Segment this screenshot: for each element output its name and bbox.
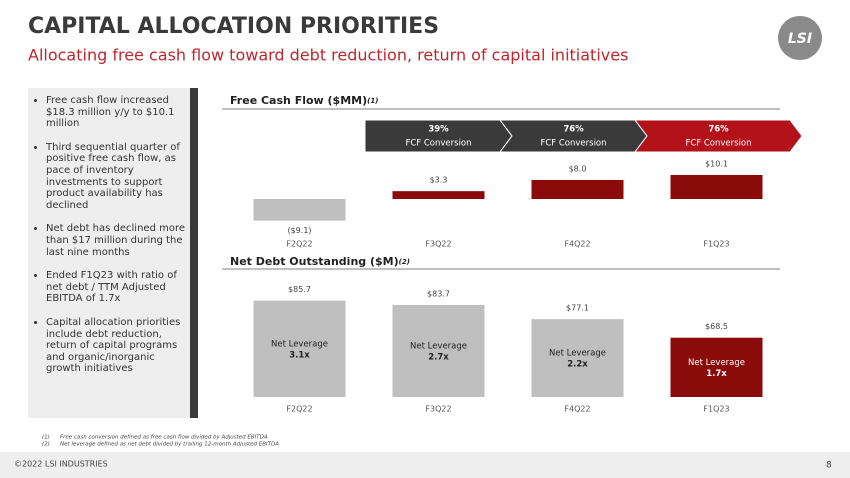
value-label: $3.3 bbox=[430, 176, 448, 185]
conversion-caption: FCF Conversion bbox=[405, 139, 471, 149]
value-label: $68.5 bbox=[705, 322, 728, 331]
side-panel bbox=[28, 88, 190, 418]
logo-text: LSI bbox=[788, 31, 812, 47]
bar bbox=[531, 319, 624, 397]
title-note: (2) bbox=[399, 258, 410, 266]
x-tick-label: F3Q22 bbox=[425, 240, 451, 249]
inner-label: Net Leverage bbox=[688, 358, 745, 368]
value-label: $10.1 bbox=[705, 160, 728, 169]
inner-value: 2.2x bbox=[567, 360, 588, 370]
footnote-text: Free cash conversion defined as free cas… bbox=[60, 435, 268, 441]
footnote-marker: (1) bbox=[42, 435, 50, 441]
panel-bar bbox=[190, 88, 198, 418]
x-tick-label: F2Q22 bbox=[286, 240, 312, 249]
conversion-chevron bbox=[634, 119, 803, 153]
title: CAPITAL ALLOCATION PRIORITIES bbox=[28, 14, 439, 39]
logo bbox=[778, 16, 822, 60]
subtitle: Allocating free cash flow toward debt re… bbox=[28, 46, 628, 65]
inner-value: 1.7x bbox=[706, 369, 727, 379]
bullet: Capital allocation priorities include de… bbox=[46, 317, 188, 375]
x-tick-label: F1Q23 bbox=[703, 240, 729, 249]
bullet: Net debt has declined more than $17 mill… bbox=[46, 223, 188, 258]
x-tick-label: F1Q23 bbox=[703, 405, 729, 414]
chart-title: Net Debt Outstanding ($M)(2) bbox=[230, 255, 410, 268]
bullet: Third sequential quarter of positive fre… bbox=[46, 142, 188, 212]
inner-value: 3.1x bbox=[289, 350, 310, 360]
conversion-label: 76% bbox=[708, 125, 729, 135]
bullet-list: Free cash flow increased $18.3 million y… bbox=[32, 95, 188, 387]
inner-label: Net Leverage bbox=[549, 349, 606, 359]
bar bbox=[253, 199, 346, 221]
value-label: $77.1 bbox=[566, 304, 589, 313]
bar bbox=[670, 175, 763, 199]
copyright: ©2022 LSI INDUSTRIES bbox=[14, 460, 108, 469]
chart-title-text: Free Cash Flow ($MM) bbox=[230, 94, 367, 107]
footnote-marker: (2) bbox=[42, 442, 50, 448]
value-label: $85.7 bbox=[288, 285, 311, 294]
inner-label: Net Leverage bbox=[410, 341, 467, 351]
bullet: Free cash flow increased $18.3 million y… bbox=[46, 95, 188, 130]
chart-title: Free Cash Flow ($MM)(1) bbox=[230, 94, 378, 107]
conversion-label: 39% bbox=[428, 125, 449, 135]
footnote-text: Net leverage defined as net debt divided… bbox=[60, 442, 279, 448]
bar bbox=[531, 180, 624, 199]
x-tick-label: F4Q22 bbox=[564, 240, 590, 249]
bullet: Ended F1Q23 with ratio of net debt / TTM… bbox=[46, 270, 188, 305]
x-tick-label: F3Q22 bbox=[425, 405, 451, 414]
conversion-caption: FCF Conversion bbox=[540, 139, 606, 149]
title-note: (1) bbox=[367, 97, 378, 105]
footer-band bbox=[0, 452, 850, 478]
conversion-label: 76% bbox=[563, 125, 584, 135]
inner-label: Net Leverage bbox=[271, 339, 328, 349]
value-label: $83.7 bbox=[427, 289, 450, 298]
value-label: $8.0 bbox=[569, 165, 587, 174]
page-number: 8 bbox=[826, 461, 832, 471]
inner-value: 2.7x bbox=[428, 352, 449, 362]
x-tick-label: F2Q22 bbox=[286, 405, 312, 414]
value-label: ($9.1) bbox=[287, 226, 311, 235]
x-tick-label: F4Q22 bbox=[564, 405, 590, 414]
bar bbox=[392, 191, 485, 199]
conversion-caption: FCF Conversion bbox=[685, 139, 751, 149]
chart-title-text: Net Debt Outstanding ($M) bbox=[230, 255, 399, 268]
bar bbox=[670, 337, 763, 397]
bar bbox=[253, 300, 346, 397]
bar bbox=[392, 304, 485, 397]
